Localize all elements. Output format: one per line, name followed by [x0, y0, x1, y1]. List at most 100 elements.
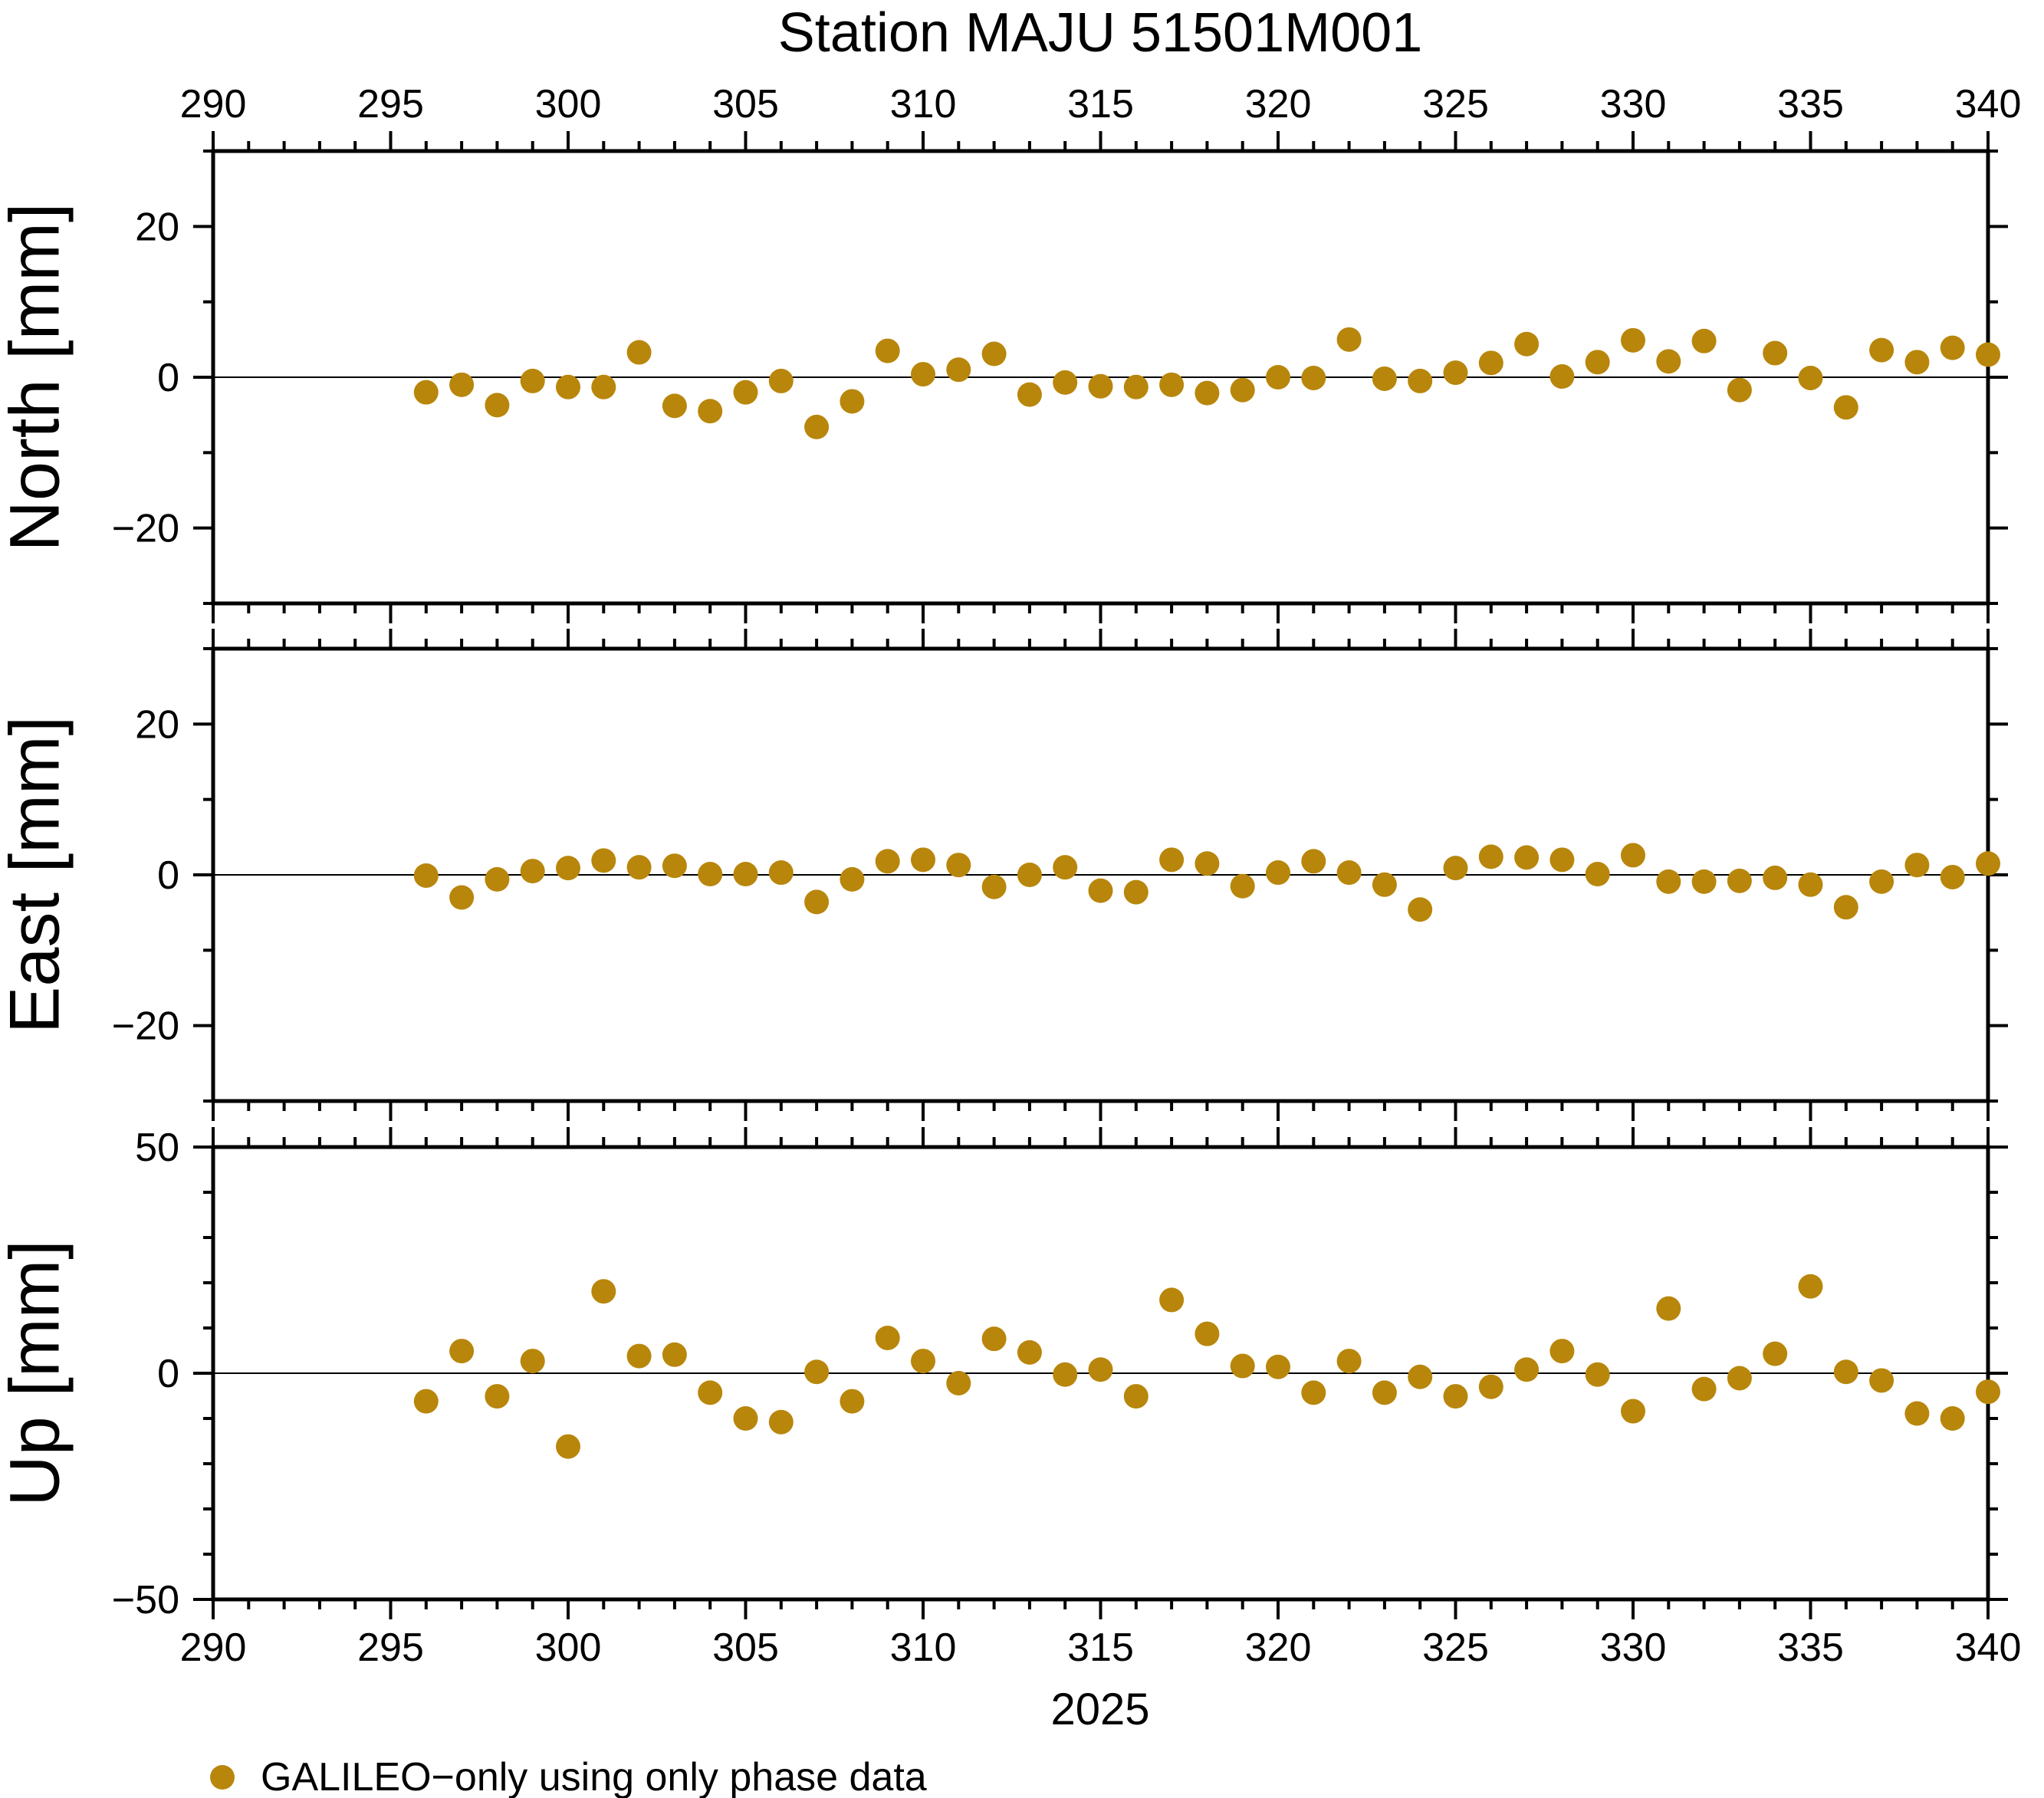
data-point [1976, 851, 2000, 876]
data-point [768, 860, 794, 886]
x-tick-label: 340 [1955, 1625, 2022, 1670]
data-point [413, 380, 439, 405]
data-point [520, 368, 545, 393]
data-point [449, 1339, 475, 1364]
data-point [1585, 350, 1610, 375]
data-point [1372, 872, 1397, 897]
data-point [840, 1389, 865, 1414]
x-tick-label: 320 [1245, 82, 1312, 127]
x-tick-label: 315 [1067, 1625, 1134, 1670]
data-point [875, 1325, 900, 1350]
data-point [1727, 377, 1752, 403]
data-point [1727, 868, 1752, 893]
data-point [1656, 1296, 1681, 1321]
data-point [1088, 1357, 1113, 1382]
data-point [1798, 365, 1823, 390]
data-point [698, 862, 723, 887]
x-tick-label: 305 [712, 1625, 779, 1670]
data-point [1940, 864, 1965, 889]
data-point [1017, 1339, 1042, 1365]
data-point [1372, 366, 1397, 391]
data-point [946, 1370, 971, 1395]
data-point [626, 855, 652, 880]
data-point [485, 866, 510, 892]
data-point [1976, 342, 2000, 367]
data-point [733, 862, 758, 887]
legend: GALILEO−only using only phase data [210, 1754, 927, 1798]
data-point [1443, 1384, 1468, 1409]
data-point [413, 1389, 439, 1414]
page-title: Station MAJU 51501M001 [777, 2, 1423, 64]
data-point [520, 859, 545, 884]
panel-up: 290 295 300 305 310 315 320 325 330 335 340 −50 0 50 [112, 1126, 2022, 1670]
data-point [591, 374, 616, 399]
data-point [1691, 869, 1717, 894]
data-point [1123, 1384, 1149, 1409]
data-point [1408, 368, 1433, 393]
x-tick-label: 335 [1777, 82, 1844, 127]
data-point [556, 856, 580, 881]
data-point [1940, 1406, 1965, 1431]
x-tick-label: 325 [1422, 82, 1489, 127]
data-point [1301, 1380, 1326, 1405]
x-axis-year-label: 2025 [1050, 1685, 1150, 1734]
data-point [1159, 1287, 1185, 1313]
data-point [804, 889, 830, 915]
data-point [1408, 897, 1433, 922]
data-point [733, 380, 758, 405]
data-point [1266, 1354, 1290, 1379]
x-tick-label: 335 [1777, 1625, 1844, 1670]
data-point [1869, 1368, 1894, 1393]
data-point [1798, 872, 1823, 897]
data-point [591, 848, 616, 873]
data-point [1621, 843, 1645, 868]
data-point [911, 362, 935, 387]
data-point [1727, 1366, 1752, 1391]
y-tick-label: 20 [135, 702, 179, 747]
data-point [1336, 860, 1362, 886]
y-tick-label: −50 [112, 1578, 179, 1622]
data-point [556, 374, 580, 399]
data-point [1621, 1399, 1645, 1424]
data-point [804, 414, 830, 439]
data-point [591, 1279, 616, 1304]
panel-east: −20 0 20 [112, 629, 2008, 1121]
data-point [556, 1434, 580, 1459]
x-tick-label: 325 [1422, 1625, 1489, 1670]
x-tick-label: 295 [357, 1625, 424, 1670]
data-point [1549, 364, 1575, 390]
data-point [911, 847, 935, 873]
data-point [1053, 855, 1078, 880]
x-tick-label: 320 [1245, 1625, 1312, 1670]
data-point [1230, 1353, 1255, 1379]
data-point [1656, 349, 1681, 374]
data-point [768, 1409, 794, 1435]
data-point [1230, 377, 1255, 403]
data-point [840, 866, 865, 892]
data-point [1621, 327, 1645, 353]
y-tick-label: 0 [157, 356, 179, 400]
data-point [804, 1359, 830, 1385]
data-point [1159, 372, 1185, 397]
data-point [1833, 395, 1858, 420]
data-point [1123, 374, 1149, 399]
data-point [1904, 853, 1930, 878]
y-tick-label: 20 [135, 205, 179, 249]
data-point [1478, 350, 1503, 376]
y-tick-label: −20 [112, 1004, 179, 1049]
data-point [662, 393, 687, 419]
data-point [1195, 1321, 1220, 1346]
data-point [413, 863, 439, 888]
data-point [1230, 873, 1255, 899]
panel-frame [211, 1145, 1990, 1602]
data-point [1336, 327, 1362, 352]
panel-frame [211, 149, 1990, 606]
data-point [1301, 849, 1326, 874]
data-point [1585, 1362, 1610, 1387]
data-point [449, 372, 475, 397]
y-tick-label: 0 [157, 853, 179, 898]
data-point [1266, 365, 1290, 390]
x-tick-label: 340 [1955, 82, 2022, 127]
